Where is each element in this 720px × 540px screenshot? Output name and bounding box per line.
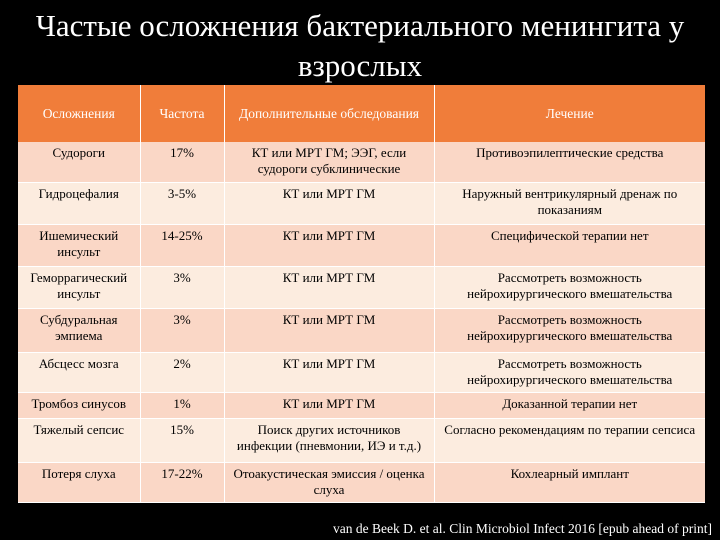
cell-tests: КТ или МРТ ГМ; ЭЭГ, если судороги субкли… bbox=[224, 142, 435, 183]
cell-frequency: 14-25% bbox=[140, 224, 225, 267]
cell-tests: КТ или МРТ ГМ bbox=[224, 352, 435, 393]
cell-treatment: Доказанной терапии нет bbox=[434, 392, 705, 419]
table-row: Тромбоз синусов 1% КТ или МРТ ГМ Доказан… bbox=[18, 392, 705, 419]
cell-treatment: Согласно рекомендациям по терапии сепсис… bbox=[434, 418, 705, 463]
header-additional-tests: Дополнительные обследования bbox=[224, 85, 435, 142]
cell-frequency: 1% bbox=[140, 392, 225, 419]
citation: van de Beek D. et al. Clin Microbiol Inf… bbox=[332, 521, 712, 536]
cell-tests: Поиск других источников инфекции (пневмо… bbox=[224, 418, 435, 463]
cell-frequency: 3% bbox=[140, 266, 225, 309]
table-row: Ишемический инсульт 14-25% КТ или МРТ ГМ… bbox=[18, 224, 705, 267]
complications-table: Осложнения Частота Дополнительные обслед… bbox=[18, 85, 705, 503]
cell-complication: Тромбоз синусов bbox=[18, 392, 141, 419]
cell-treatment: Рассмотреть возможность нейрохирургическ… bbox=[434, 266, 705, 309]
cell-tests: Отоакустическая эмиссия / оценка слуха bbox=[224, 462, 435, 503]
cell-complication: Тяжелый сепсис bbox=[18, 418, 141, 463]
cell-complication: Субдуральная эмпиема bbox=[18, 308, 141, 353]
cell-tests: КТ или МРТ ГМ bbox=[224, 224, 435, 267]
cell-complication: Потеря слуха bbox=[18, 462, 141, 503]
cell-frequency: 3-5% bbox=[140, 182, 225, 225]
table-row: Абсцесс мозга 2% КТ или МРТ ГМ Рассмотре… bbox=[18, 352, 705, 393]
cell-frequency: 3% bbox=[140, 308, 225, 353]
header-treatment: Лечение bbox=[434, 85, 705, 142]
cell-tests: КТ или МРТ ГМ bbox=[224, 392, 435, 419]
header-complications: Осложнения bbox=[18, 85, 141, 142]
table-row: Тяжелый сепсис 15% Поиск других источник… bbox=[18, 418, 705, 463]
cell-tests: КТ или МРТ ГМ bbox=[224, 308, 435, 353]
table-header-row: Осложнения Частота Дополнительные обслед… bbox=[18, 85, 705, 142]
cell-complication: Судороги bbox=[18, 142, 141, 183]
table-row: Геморрагический инсульт 3% КТ или МРТ ГМ… bbox=[18, 266, 705, 309]
table-row: Потеря слуха 17-22% Отоакустическая эмис… bbox=[18, 462, 705, 503]
cell-tests: КТ или МРТ ГМ bbox=[224, 182, 435, 225]
cell-complication: Гидроцефалия bbox=[18, 182, 141, 225]
table-row: Субдуральная эмпиема 3% КТ или МРТ ГМ Ра… bbox=[18, 308, 705, 353]
slide-title: Частые осложнения бактериального менинги… bbox=[35, 8, 685, 83]
cell-frequency: 15% bbox=[140, 418, 225, 463]
table-row: Гидроцефалия 3-5% КТ или МРТ ГМ Наружный… bbox=[18, 182, 705, 225]
header-frequency: Частота bbox=[140, 85, 225, 142]
cell-treatment: Специфической терапии нет bbox=[434, 224, 705, 267]
table-row: Судороги 17% КТ или МРТ ГМ; ЭЭГ, если су… bbox=[18, 142, 705, 183]
cell-treatment: Наружный вентрикулярный дренаж по показа… bbox=[434, 182, 705, 225]
cell-tests: КТ или МРТ ГМ bbox=[224, 266, 435, 309]
cell-frequency: 2% bbox=[140, 352, 225, 393]
cell-complication: Геморрагический инсульт bbox=[18, 266, 141, 309]
cell-frequency: 17-22% bbox=[140, 462, 225, 503]
cell-treatment: Рассмотреть возможность нейрохирургическ… bbox=[434, 308, 705, 353]
cell-complication: Ишемический инсульт bbox=[18, 224, 141, 267]
cell-treatment: Кохлеарный имплант bbox=[434, 462, 705, 503]
cell-treatment: Противоэпилептические средства bbox=[434, 142, 705, 183]
cell-complication: Абсцесс мозга bbox=[18, 352, 141, 393]
cell-treatment: Рассмотреть возможность нейрохирургическ… bbox=[434, 352, 705, 393]
cell-frequency: 17% bbox=[140, 142, 225, 183]
